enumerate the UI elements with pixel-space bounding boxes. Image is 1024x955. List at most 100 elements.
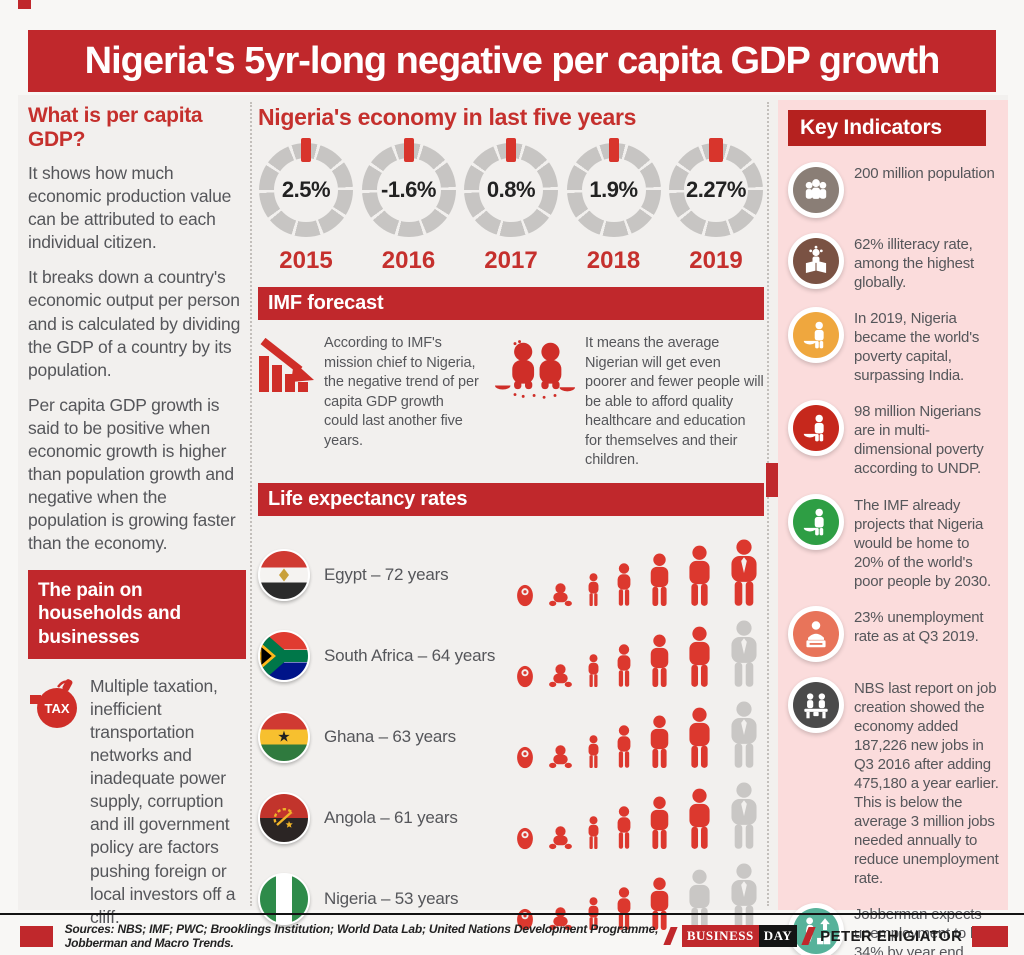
donut-ring: 2.27% <box>669 138 763 237</box>
donut-year: 2018 <box>586 247 641 274</box>
author-credit: PETER EHIGIATOR <box>820 927 963 945</box>
imf-poverty-projection-icon <box>788 493 844 550</box>
infant-figure-icon <box>547 745 574 769</box>
life-banner-accent <box>766 463 778 497</box>
elder-figure-icon <box>726 701 762 769</box>
adult-figure-icon <box>684 545 715 607</box>
donut-ring: 1.9% <box>566 138 661 237</box>
indicator-multidimensional-poverty: 98 million Nigerians are in multi-dimens… <box>788 400 1000 478</box>
imf-left-text: According to IMF's mission chief to Nige… <box>324 335 479 449</box>
teen-figure-icon <box>646 796 673 850</box>
left-paragraph: It shows how much economic production va… <box>28 163 232 253</box>
egypt-flag-icon <box>258 548 310 601</box>
donut-marker <box>506 138 516 162</box>
footer-right-block <box>972 925 1008 947</box>
figure-pictogram <box>514 782 762 850</box>
slash-accent <box>663 927 678 945</box>
infant-figure-icon <box>547 583 574 607</box>
businessday-logo-day: DAY <box>758 925 798 947</box>
life-expectancy-banner: Life expectancy rates <box>258 482 764 516</box>
life-row-nigeria: Nigeria – 53 years <box>258 850 764 931</box>
life-label: Nigeria – 53 years <box>324 888 459 908</box>
donut-marker <box>301 138 311 162</box>
donut-year: 2019 <box>689 247 743 274</box>
tax-section: TAX Multiple taxation, inefficient trans… <box>28 675 246 929</box>
imf-forecast-content: According to IMF's mission chief to Nige… <box>258 334 764 471</box>
illiteracy-icon <box>788 233 844 289</box>
indicator-text: 23% unemployment rate as at Q3 2019. <box>854 608 984 645</box>
figure-pictogram <box>514 701 762 769</box>
baby-figure-icon <box>514 745 536 769</box>
donut-2019: 2.27% 2019 <box>668 138 764 275</box>
indicator-job-creation: NBS last report on job creation showed t… <box>788 676 1000 889</box>
gdp-donut-charts: 2.5% 2015 -1.6% 2016 0.8% 2017 1.9% 2018… <box>258 138 764 275</box>
angola-flag-icon <box>258 791 310 844</box>
adult-figure-icon <box>684 707 715 769</box>
baby-figure-icon <box>514 583 536 607</box>
teen-figure-icon <box>646 715 673 769</box>
key-indicators-panel: Key Indicators 200 million population <box>778 100 1008 955</box>
child-figure-icon <box>613 644 635 688</box>
elder-figure-icon <box>726 620 762 688</box>
imf-right-text: It means the average Nigerian will get e… <box>585 335 764 469</box>
businessday-logo: BUSINESS DAY <box>681 925 798 947</box>
indicator-text: 98 million Nigerians are in multi-dimens… <box>854 403 984 478</box>
multidimensional-poverty-icon <box>788 400 844 457</box>
donut-value: 2.5% <box>281 177 331 202</box>
businessday-logo-business: BUSINESS <box>681 925 759 947</box>
life-label: Ghana – 63 years <box>324 726 456 746</box>
donut-ring: 2.5% <box>259 138 353 237</box>
life-label: Egypt – 72 years <box>324 564 449 584</box>
adult-figure-icon <box>684 788 715 850</box>
indicator-text: The IMF already projects that Nigeria wo… <box>854 496 991 590</box>
unemployment-icon <box>788 605 844 662</box>
infant-figure-icon <box>547 664 574 688</box>
left-dotted-divider <box>250 102 252 906</box>
corner-accent <box>18 0 31 9</box>
pain-heading-box: The pain on households and businesses <box>28 569 246 659</box>
donut-2016: -1.6% 2016 <box>361 138 457 275</box>
key-indicators-heading: Key Indicators <box>788 110 986 146</box>
footer: Sources: NBS; IMF; PWC; Brooklings Insti… <box>0 913 1024 950</box>
declining-chart-icon <box>258 337 316 399</box>
indicator-population: 200 million population <box>788 162 1000 218</box>
poverty-capital-icon <box>788 307 844 364</box>
ghana-flag-icon <box>258 710 310 763</box>
imf-forecast-banner: IMF forecast <box>258 287 764 320</box>
poverty-figures-icon <box>493 340 577 405</box>
figure-pictogram <box>514 539 762 607</box>
jobberman-icon <box>788 903 844 955</box>
toddler-figure-icon <box>585 573 602 607</box>
donut-2015: 2.5% 2015 <box>258 138 354 275</box>
life-expectancy-rows: Egypt – 72 years <box>258 526 764 931</box>
south-africa-flag-icon <box>258 629 310 682</box>
indicator-poverty-capital: In 2019, Nigeria became the world's pove… <box>788 307 1000 385</box>
baby-figure-icon <box>514 664 536 688</box>
svg-text:TAX: TAX <box>44 701 69 716</box>
sources-text: Sources: NBS; IMF; PWC; Brooklings Insti… <box>64 922 659 950</box>
indicator-text: 62% illiteracy rate, among the highest g… <box>854 236 975 292</box>
title-banner: Nigeria's 5yr-long negative per capita G… <box>28 30 996 92</box>
child-figure-icon <box>613 563 635 607</box>
elder-figure-icon <box>726 782 762 850</box>
donut-value: 0.8% <box>486 177 536 202</box>
life-row-angola: Angola – 61 years <box>258 769 764 850</box>
middle-column: Nigeria's economy in last five years 2.5… <box>258 102 764 931</box>
donut-year: 2015 <box>279 247 333 274</box>
figure-pictogram <box>514 620 762 688</box>
indicator-text: 200 million population <box>854 165 995 182</box>
economy-heading: Nigeria's economy in last five years <box>258 104 637 130</box>
donut-marker <box>403 138 414 162</box>
child-figure-icon <box>613 806 635 850</box>
page-title: Nigeria's 5yr-long negative per capita G… <box>84 39 941 82</box>
pain-body-text: Multiple taxation, inefficient transport… <box>90 675 236 927</box>
donut-year: 2016 <box>381 247 436 274</box>
indicator-jobberman: Jobberman expects unemployment to hit 34… <box>788 903 1000 955</box>
donut-value: 1.9% <box>589 177 638 202</box>
baby-figure-icon <box>514 826 536 850</box>
adult-figure-icon <box>684 626 715 688</box>
toddler-figure-icon <box>585 654 602 688</box>
teen-figure-icon <box>646 553 673 607</box>
nigeria-flag-icon <box>258 872 310 925</box>
